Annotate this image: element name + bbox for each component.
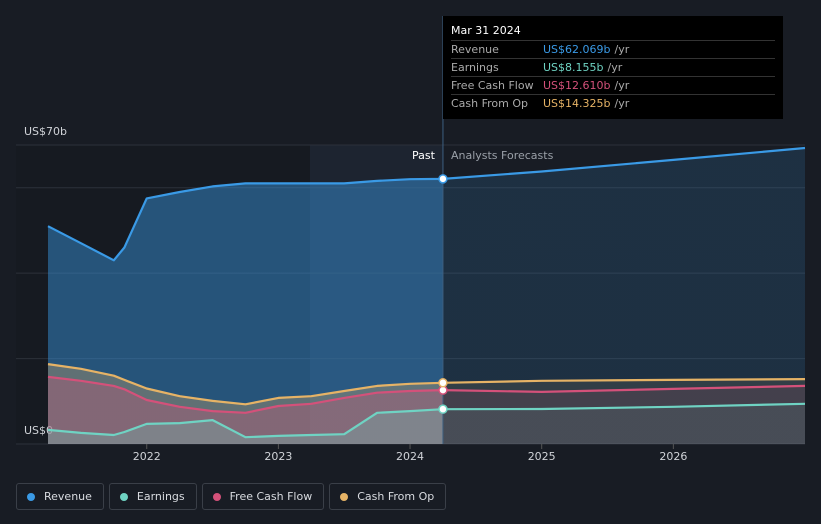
- legend-button[interactable]: Earnings: [108, 483, 197, 510]
- legend-label: Revenue: [44, 490, 92, 503]
- legend-swatch: [119, 492, 128, 501]
- forecast-label: Analysts Forecasts: [451, 149, 554, 162]
- legend-label: Free Cash Flow: [229, 490, 313, 503]
- line: [47, 375, 806, 414]
- legend-swatch: [27, 492, 35, 501]
- tooltip-value: US$8.155b: [543, 61, 604, 74]
- line: [47, 363, 806, 406]
- tooltip-unit: /yr: [607, 61, 623, 74]
- tooltip-value: US$62.069b: [543, 43, 611, 56]
- tooltip-label: Earnings: [451, 61, 499, 74]
- tooltip-value: US$14.325b: [543, 97, 611, 110]
- legend-swatch: [212, 492, 221, 501]
- line: [47, 146, 806, 262]
- x-tick-label: 2022: [133, 450, 161, 463]
- legend-button[interactable]: Cash From Op: [329, 483, 447, 510]
- tooltip-row: Cash From Op US$14.325b/yr: [451, 94, 775, 112]
- tooltip-label: Cash From Op: [451, 97, 529, 110]
- legend-label: Earnings: [136, 490, 185, 503]
- past-label: Past: [412, 149, 436, 162]
- y-tick-label: US$0: [24, 424, 53, 437]
- legend-label: Cash From Op: [357, 490, 435, 503]
- tooltip-unit: /yr: [614, 79, 630, 92]
- hover-dot: [438, 378, 448, 388]
- legend-button[interactable]: Revenue: [16, 483, 104, 510]
- hover-dot: [438, 404, 448, 414]
- x-tick-label: 2024: [396, 450, 424, 463]
- legend-button[interactable]: Free Cash Flow: [201, 483, 325, 510]
- tooltip-value: US$12.610b: [543, 79, 611, 92]
- tooltip-row: Free Cash Flow US$12.610b/yr: [451, 76, 775, 94]
- x-tick-label: 2023: [264, 450, 292, 463]
- tooltip-label: Free Cash Flow: [451, 79, 534, 92]
- tooltip: Mar 31 2024 Revenue US$62.069b/yr Earnings…: [443, 16, 783, 119]
- y-tick-label: US$70b: [24, 125, 67, 138]
- legend-swatch: [340, 492, 349, 501]
- tooltip-row: Revenue US$62.069b/yr: [451, 40, 775, 58]
- tooltip-label: Revenue: [451, 43, 499, 56]
- x-tick-label: 2026: [659, 450, 687, 463]
- x-tick-label: 2025: [528, 450, 556, 463]
- tooltip-unit: /yr: [614, 43, 630, 56]
- legend: Revenue Earnings Free Cash Flow Cash From O…: [16, 483, 447, 510]
- line: [47, 402, 806, 439]
- area: [48, 148, 805, 444]
- hover-dot: [438, 174, 448, 184]
- tooltip-row: Earnings US$8.155b/yr: [451, 58, 775, 76]
- tooltip-unit: /yr: [614, 97, 630, 110]
- tooltip-title: Mar 31 2024: [451, 24, 521, 37]
